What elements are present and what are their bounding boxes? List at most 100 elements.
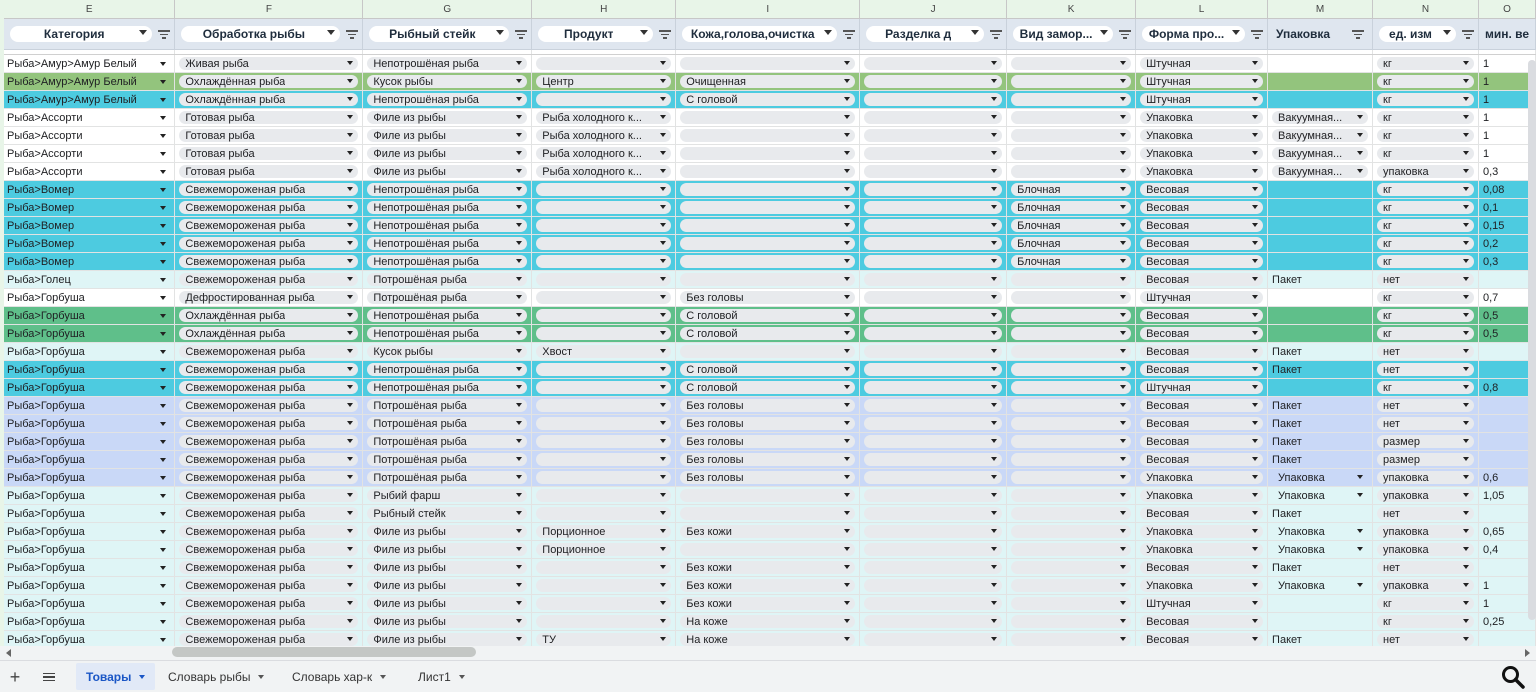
cell-dropdown[interactable] <box>680 129 856 142</box>
cell-k[interactable] <box>1006 324 1137 343</box>
category-dropdown[interactable]: Рыба>Горбуша <box>4 379 174 396</box>
cell-o[interactable]: 0,8 <box>1478 378 1536 397</box>
cell-j[interactable] <box>859 342 1008 361</box>
column-header[interactable]: мин. ве <box>1478 18 1536 50</box>
cell-h[interactable]: Хвост <box>531 342 677 361</box>
cell-m[interactable]: Вакуумная... <box>1267 144 1374 163</box>
category-dropdown[interactable]: Рыба>Горбуша <box>4 289 174 306</box>
cell-dropdown[interactable] <box>864 543 1003 556</box>
cell-i[interactable]: Без кожи <box>675 522 861 541</box>
cell-dropdown[interactable]: кг <box>1377 291 1474 304</box>
cell-dropdown[interactable]: Дефростированная рыба <box>179 291 359 304</box>
scroll-right-icon[interactable] <box>1525 649 1530 657</box>
cell-dropdown[interactable] <box>680 165 856 178</box>
cell-dropdown[interactable]: Филе из рыбы <box>367 561 528 574</box>
column-header[interactable]: Продукт <box>531 18 677 50</box>
cell-dropdown[interactable] <box>864 147 1003 160</box>
cell-l[interactable]: Штучная <box>1135 288 1269 307</box>
cell-dropdown[interactable]: Упаковка <box>1140 525 1264 538</box>
cell-h[interactable] <box>531 504 677 523</box>
cell-dropdown[interactable]: кг <box>1377 201 1474 214</box>
cell-f[interactable]: Свежемороженая рыба <box>174 486 364 505</box>
cell-dropdown[interactable]: кг <box>1377 597 1474 610</box>
cell-dropdown[interactable] <box>864 471 1003 484</box>
cell-o[interactable]: 0,1 <box>1478 198 1536 217</box>
cell-m[interactable] <box>1267 306 1374 325</box>
cell-n[interactable]: кг <box>1372 324 1479 343</box>
cell-n[interactable]: кг <box>1372 198 1479 217</box>
cell-dropdown[interactable] <box>864 111 1003 124</box>
cell-j[interactable] <box>859 324 1008 343</box>
cell-dropdown[interactable]: нет <box>1377 507 1474 520</box>
cell-m[interactable] <box>1267 324 1374 343</box>
cell-dropdown[interactable] <box>680 111 856 124</box>
cell-f[interactable]: Свежемороженая рыба <box>174 468 364 487</box>
cell-dropdown[interactable]: Рыбий фарш <box>367 489 528 502</box>
cell-dropdown[interactable]: Штучная <box>1140 57 1264 70</box>
cell-f[interactable]: Свежемороженая рыба <box>174 360 364 379</box>
cell-dropdown[interactable]: размер <box>1377 453 1474 466</box>
cell-dropdown[interactable]: Упаковка <box>1140 147 1264 160</box>
cell-l[interactable]: Упаковка <box>1135 522 1269 541</box>
cell-m[interactable]: Пакет <box>1267 432 1374 451</box>
cell-n[interactable]: размер <box>1372 432 1479 451</box>
category-dropdown[interactable]: Рыба>Амур>Амур Белый <box>4 55 174 72</box>
cell-i[interactable] <box>675 342 861 361</box>
cell-dropdown[interactable]: упаковка <box>1377 489 1474 502</box>
cell-g[interactable]: Потрошёная рыба <box>362 288 533 307</box>
category-dropdown[interactable]: Рыба>Горбуша <box>4 559 174 576</box>
cell-dropdown[interactable] <box>864 345 1003 358</box>
cell-j[interactable] <box>859 612 1008 631</box>
cell-m[interactable]: Упаковка <box>1267 522 1374 541</box>
cell-i[interactable] <box>675 216 861 235</box>
cell-k[interactable] <box>1006 90 1137 109</box>
cell-dropdown[interactable]: кг <box>1377 237 1474 250</box>
cell-g[interactable]: Потрошёная рыба <box>362 270 533 289</box>
cell-j[interactable] <box>859 522 1008 541</box>
cell-m[interactable] <box>1267 612 1374 631</box>
cell-m[interactable]: Пакет <box>1267 630 1374 646</box>
cell-dropdown[interactable]: Центр <box>536 75 672 88</box>
cell-f[interactable]: Свежемороженая рыба <box>174 378 364 397</box>
cell-dropdown[interactable]: Свежемороженая рыба <box>179 237 359 250</box>
cell-dropdown[interactable] <box>536 219 672 232</box>
cell-dropdown[interactable] <box>864 507 1003 520</box>
cell-i[interactable]: Без кожи <box>675 558 861 577</box>
cell-m[interactable]: Вакуумная... <box>1267 162 1374 181</box>
cell-dropdown[interactable] <box>536 93 672 106</box>
cell-g[interactable]: Потрошёная рыба <box>362 396 533 415</box>
column-letter[interactable]: E <box>4 0 176 19</box>
cell-k[interactable] <box>1006 558 1137 577</box>
cell-h[interactable]: Порционное <box>531 522 677 541</box>
cell-dropdown[interactable]: Непотрошёная рыба <box>367 93 528 106</box>
cell-g[interactable]: Филе из рыбы <box>362 126 533 145</box>
cell-e[interactable]: Рыба>Ассорти <box>4 144 176 163</box>
cell-n[interactable]: нет <box>1372 558 1479 577</box>
cell-n[interactable]: упаковка <box>1372 162 1479 181</box>
cell-e[interactable]: Рыба>Горбуша <box>4 486 176 505</box>
cell-dropdown[interactable]: кг <box>1377 615 1474 628</box>
cell-dropdown[interactable]: Свежемороженая рыба <box>179 381 359 394</box>
cell-dropdown[interactable] <box>536 471 672 484</box>
column-header[interactable]: Обработка рыбы <box>174 18 364 50</box>
cell-n[interactable]: кг <box>1372 54 1479 73</box>
cell-n[interactable]: упаковка <box>1372 522 1479 541</box>
cell-h[interactable] <box>531 378 677 397</box>
cell-dropdown[interactable] <box>1011 309 1132 322</box>
cell-h[interactable] <box>531 558 677 577</box>
cell-l[interactable]: Упаковка <box>1135 162 1269 181</box>
cell-j[interactable] <box>859 432 1008 451</box>
cell-dropdown[interactable] <box>680 345 856 358</box>
cell-h[interactable]: Рыба холодного к... <box>531 162 677 181</box>
cell-h[interactable] <box>531 90 677 109</box>
cell-i[interactable]: Без головы <box>675 432 861 451</box>
cell-g[interactable]: Непотрошёная рыба <box>362 252 533 271</box>
cell-dropdown[interactable]: Свежемороженая рыба <box>179 543 359 556</box>
cell-l[interactable]: Весовая <box>1135 450 1269 469</box>
cell-dropdown[interactable] <box>1011 273 1132 286</box>
cell-h[interactable] <box>531 594 677 613</box>
cell-j[interactable] <box>859 108 1008 127</box>
cell-e[interactable]: Рыба>Горбуша <box>4 450 176 469</box>
cell-h[interactable] <box>531 234 677 253</box>
cell-dropdown[interactable]: Свежемороженая рыба <box>179 417 359 430</box>
